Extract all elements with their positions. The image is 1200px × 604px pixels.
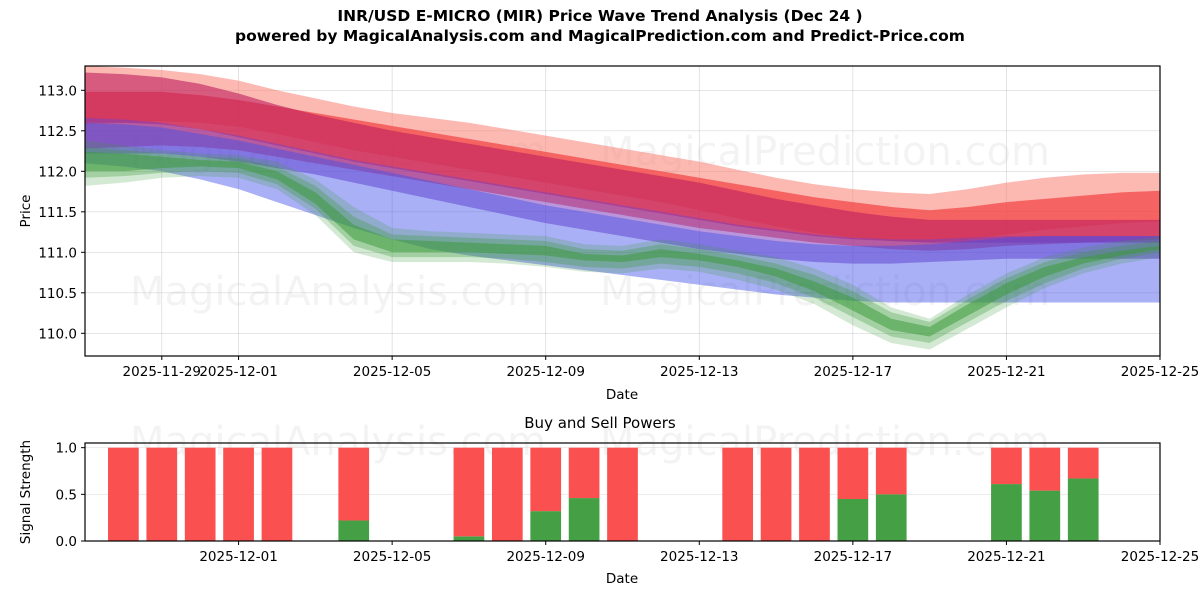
x-tick-label: 2025-12-09: [506, 549, 584, 565]
bar-sell-power: [223, 448, 254, 541]
y-tick-label: 0.5: [56, 487, 77, 503]
y-tick-label: 111.5: [38, 205, 77, 221]
price-chart: MagicalAnalysis.com MagicalPrediction.co…: [18, 66, 1199, 403]
price-y-axis-label: Price: [18, 195, 34, 228]
y-tick-label: 112.5: [38, 124, 77, 140]
y-tick-label: 1.0: [56, 441, 77, 457]
x-tick-label: 2025-12-05: [353, 364, 431, 380]
bar-sell-power: [607, 448, 638, 541]
bar-buy-power: [530, 511, 561, 541]
bar-buy-power: [569, 498, 600, 541]
x-tick-label: 2025-11-29: [123, 364, 201, 380]
price-y-axis-ticks: 110.0 110.5 111.0 111.5 112.0 112.5 113.0: [38, 83, 85, 342]
bar-sell-power: [108, 448, 139, 541]
y-tick-label: 111.0: [38, 245, 77, 261]
price-x-axis-ticks: 2025-11-292025-12-01 2025-12-05 2025-12-09…: [123, 356, 1200, 380]
x-tick-label: 2025-12-17: [814, 549, 892, 565]
x-tick-label: 2025-12-13: [660, 364, 738, 380]
bar-buy-power: [991, 484, 1022, 541]
bar-buy-power: [1068, 478, 1099, 541]
y-tick-label: 113.0: [38, 83, 77, 99]
x-tick-label: 2025-12-05: [353, 549, 431, 565]
bar-sell-power: [569, 448, 600, 498]
x-tick-label: 2025-12-13: [660, 549, 738, 565]
bar-sell-power: [1068, 448, 1099, 479]
bar-buy-power: [338, 520, 369, 541]
bar-sell-power: [876, 448, 907, 495]
x-tick-label: 2025-12-01: [199, 364, 277, 380]
y-tick-label: 0.0: [56, 534, 77, 550]
signal-chart: MagicalAnalysis.com MagicalPrediction.co…: [18, 419, 1199, 587]
bar-sell-power: [991, 448, 1022, 484]
bar-buy-power: [876, 494, 907, 541]
x-tick-label: 2025-12-17: [814, 364, 892, 380]
signal-y-axis-ticks: 0.0 0.5 1.0: [56, 441, 85, 550]
bar-sell-power: [492, 448, 523, 541]
bar-sell-power: [185, 448, 216, 541]
bar-sell-power: [838, 448, 869, 499]
bar-buy-power: [1029, 491, 1060, 541]
bar-sell-power: [722, 448, 753, 541]
bar-sell-power: [530, 448, 561, 511]
y-tick-label: 112.0: [38, 164, 77, 180]
y-tick-label: 110.5: [38, 286, 77, 302]
bar-buy-power: [454, 536, 485, 541]
x-tick-label: 2025-12-01: [199, 549, 277, 565]
signal-y-axis-label: Signal Strength: [18, 440, 34, 544]
bar-sell-power: [454, 448, 485, 537]
y-tick-label: 110.0: [38, 326, 77, 342]
x-tick-label: 2025-12-21: [967, 364, 1045, 380]
bar-sell-power: [761, 448, 792, 541]
bar-buy-power: [838, 499, 869, 541]
x-tick-label: 2025-12-25: [1121, 549, 1199, 565]
bar-sell-power: [1029, 448, 1060, 491]
signal-x-axis-label: Date: [606, 571, 638, 587]
x-tick-label: 2025-12-25: [1121, 364, 1199, 380]
price-x-axis-label: Date: [606, 387, 638, 403]
charts-canvas: MagicalAnalysis.com MagicalPrediction.co…: [0, 0, 1200, 600]
bar-sell-power: [799, 448, 830, 541]
x-tick-label: 2025-12-09: [506, 364, 584, 380]
figure-root: INR/USD E-MICRO (MIR) Price Wave Trend A…: [0, 0, 1200, 600]
bar-sell-power: [262, 448, 293, 541]
signal-x-axis-ticks: 2025-12-01 2025-12-05 2025-12-09 2025-12-13…: [199, 541, 1199, 565]
bar-sell-power: [338, 448, 369, 521]
x-tick-label: 2025-12-21: [967, 549, 1045, 565]
bar-sell-power: [146, 448, 177, 541]
